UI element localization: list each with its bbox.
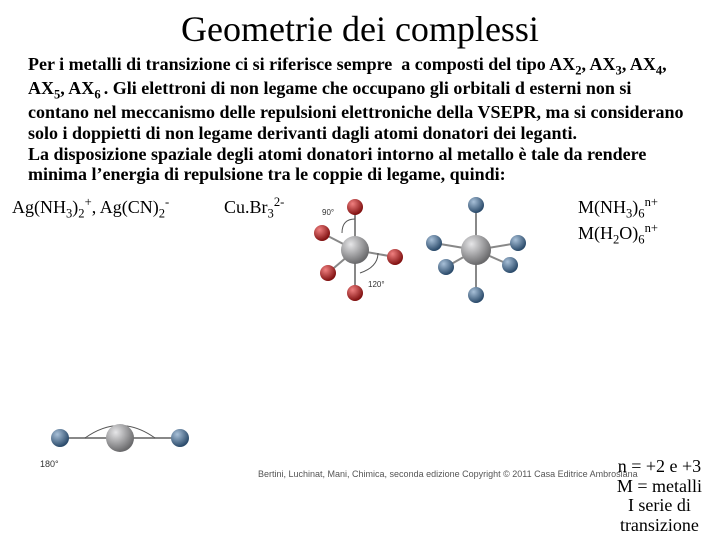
formula-left: Ag(NH3)2+, Ag(CN)2- <box>12 195 212 222</box>
footer-notes: n = +2 e +3 M = metalli I serie di trans… <box>617 457 702 536</box>
copyright-text: Bertini, Luchinat, Mani, Chimica, second… <box>258 469 638 479</box>
footer4: transizione <box>620 515 699 535</box>
svg-text:90°: 90° <box>322 208 334 217</box>
body-text: Per i metalli di transizione ci si rifer… <box>0 54 720 185</box>
molecule-trigonal-bipyramid-icon: 90° 120° <box>300 195 410 305</box>
molecule-linear-icon: 180° <box>20 403 220 473</box>
molecule-octahedral-icon <box>416 195 536 305</box>
formula-mid: Cu.Br32- <box>218 195 294 222</box>
footer1: n = +2 e +3 <box>618 456 701 476</box>
footer2: M = metalli <box>617 476 702 496</box>
para1: Per i metalli di transizione ci si rifer… <box>28 54 684 143</box>
svg-text:180°: 180° <box>40 459 59 469</box>
page-title: Geometrie dei complessi <box>0 8 720 50</box>
formula-right: M(NH3)6n+ M(H2O)6n+ <box>542 195 658 248</box>
para2: La disposizione spaziale degli atomi don… <box>28 144 646 185</box>
footer3: I serie di <box>628 495 691 515</box>
bottom-row: Ag(NH3)2+, Ag(CN)2- Cu.Br32- 90° 120° <box>0 185 720 305</box>
svg-text:120°: 120° <box>368 280 385 289</box>
